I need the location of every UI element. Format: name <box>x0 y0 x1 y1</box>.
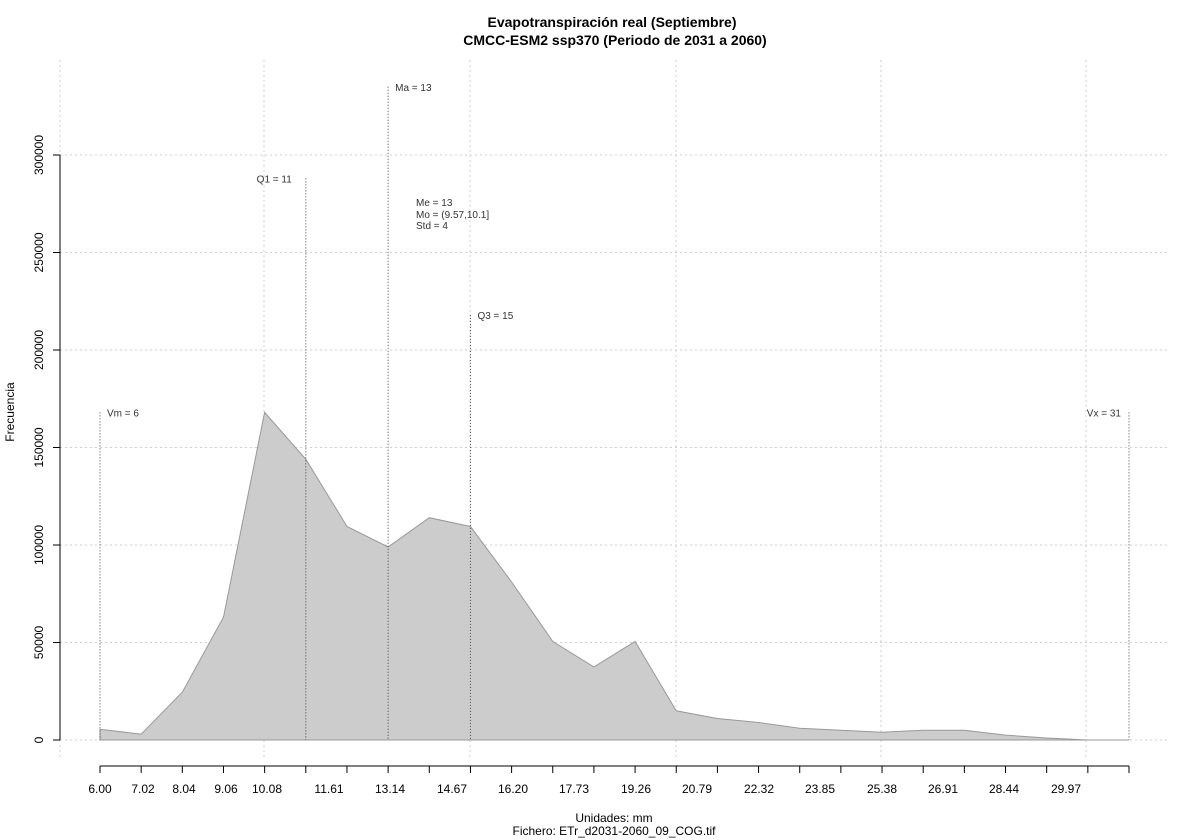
x-tick-label: 16.20 <box>498 782 528 796</box>
x-tick-label: 13.14 <box>375 782 405 796</box>
chart-title: Evapotranspiración real (Septiembre) <box>488 14 737 30</box>
frequency-area <box>99 411 1129 741</box>
stat-label: Ma = 13 <box>395 83 432 94</box>
x-tick-label: 17.73 <box>559 782 589 796</box>
stat-std: Std = 4 <box>416 221 448 232</box>
x-tick-label: 28.44 <box>989 782 1019 796</box>
x-tick-label: 8.04 <box>172 782 196 796</box>
y-tick-label: 100000 <box>32 525 46 565</box>
stat-label: Q1 = 11 <box>257 174 293 185</box>
x-tick-label: 6.00 <box>88 782 112 796</box>
y-tick-label: 150000 <box>32 427 46 467</box>
x-axis: 6.00 7.02 8.04 9.06 10.08 11.61 13.14 14.67 16.2… <box>88 765 1130 796</box>
x-tick-label: 10.08 <box>252 782 282 796</box>
x-tick-label: 14.67 <box>437 782 467 796</box>
x-tick-label: 26.91 <box>928 782 958 796</box>
x-tick-label: 29.97 <box>1051 782 1081 796</box>
stat-label: Vm = 6 <box>107 408 139 419</box>
y-tick-label: 200000 <box>32 330 46 370</box>
y-tick-label: 0 <box>32 736 46 743</box>
file-caption: Fichero: ETr_d2031-2060_09_COG.tif <box>513 824 717 838</box>
stat-median: Me = 13 <box>416 198 453 209</box>
statistic-lines <box>99 86 1130 740</box>
y-tick-label: 250000 <box>32 232 46 272</box>
x-tick-label: 19.26 <box>621 782 651 796</box>
stat-mode: Mo = (9.57,10.1] <box>416 210 489 221</box>
y-tick-label: 50000 <box>32 625 46 659</box>
x-tick-label: 7.02 <box>131 782 155 796</box>
chart-subtitle: CMCC-ESM2 ssp370 (Periodo de 2031 a 2060… <box>463 32 766 48</box>
x-tick-label: 23.85 <box>805 782 835 796</box>
x-tick-label: 25.38 <box>867 782 897 796</box>
annotations: Vm = 6 Q1 = 11 Ma = 13 Q3 = 15 Vx = 31 <box>107 83 1121 420</box>
x-tick-label: 11.61 <box>314 782 343 796</box>
y-tick-label: 300000 <box>32 135 46 175</box>
x-axis-label: Unidades: mm <box>575 811 652 825</box>
stat-label: Q3 = 15 <box>477 311 513 322</box>
x-tick-label: 9.06 <box>214 782 238 796</box>
stat-label: Vx = 31 <box>1087 408 1122 419</box>
y-axis-label: Frecuencia <box>3 382 17 442</box>
x-tick-label: 20.79 <box>682 782 712 796</box>
y-axis: 0 50000 100000 150000 200000 250000 300000 <box>32 135 61 743</box>
x-tick-label: 22.32 <box>744 782 774 796</box>
